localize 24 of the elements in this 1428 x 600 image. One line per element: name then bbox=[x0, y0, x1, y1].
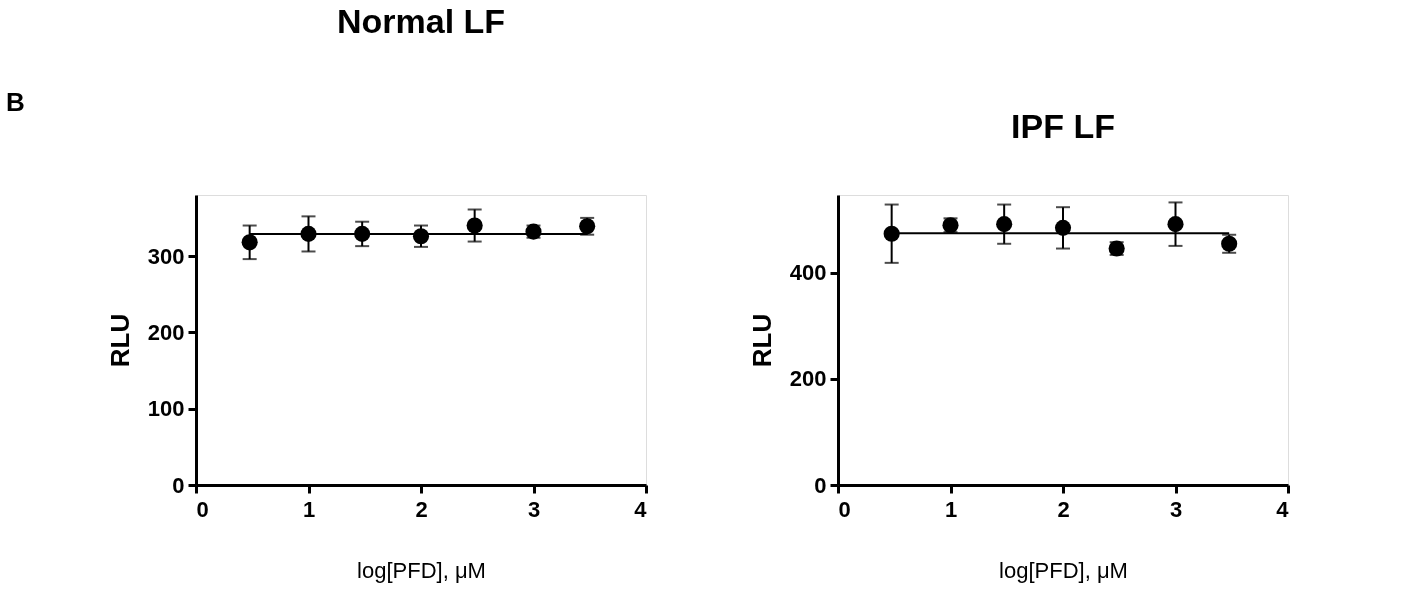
y-tick-label: 0 bbox=[172, 472, 185, 498]
x-tick-label: 2 bbox=[1057, 496, 1070, 522]
x-tick-label: 4 bbox=[634, 496, 648, 522]
y-tick-label: 200 bbox=[789, 366, 827, 392]
chart-title: IPF LF bbox=[1011, 107, 1115, 145]
x-tick-label: 1 bbox=[302, 496, 316, 522]
y-axis-title: RLU bbox=[104, 313, 135, 368]
x-tick-label: 1 bbox=[944, 496, 958, 522]
y-tick-label: 400 bbox=[789, 260, 827, 286]
x-tick-label: 3 bbox=[1169, 496, 1183, 522]
x-tick-label: 0 bbox=[196, 496, 209, 522]
chart-title: Normal LF bbox=[336, 2, 506, 40]
y-tick-label: 0 bbox=[814, 472, 827, 498]
text: B bbox=[6, 87, 25, 117]
x-tick-label: 3 bbox=[527, 496, 541, 522]
y-tick-label: 300 bbox=[147, 243, 185, 269]
x-axis-title: log[PFD], μM bbox=[357, 557, 486, 583]
x-tick-label: 4 bbox=[1276, 496, 1290, 522]
x-axis-title: log[PFD], μM bbox=[999, 557, 1128, 583]
y-tick-label: 100 bbox=[147, 396, 185, 422]
x-tick-label: 2 bbox=[415, 496, 428, 522]
x-tick-label: 0 bbox=[838, 496, 851, 522]
y-tick-label: 200 bbox=[147, 319, 185, 345]
y-axis-title: RLU bbox=[746, 313, 777, 368]
